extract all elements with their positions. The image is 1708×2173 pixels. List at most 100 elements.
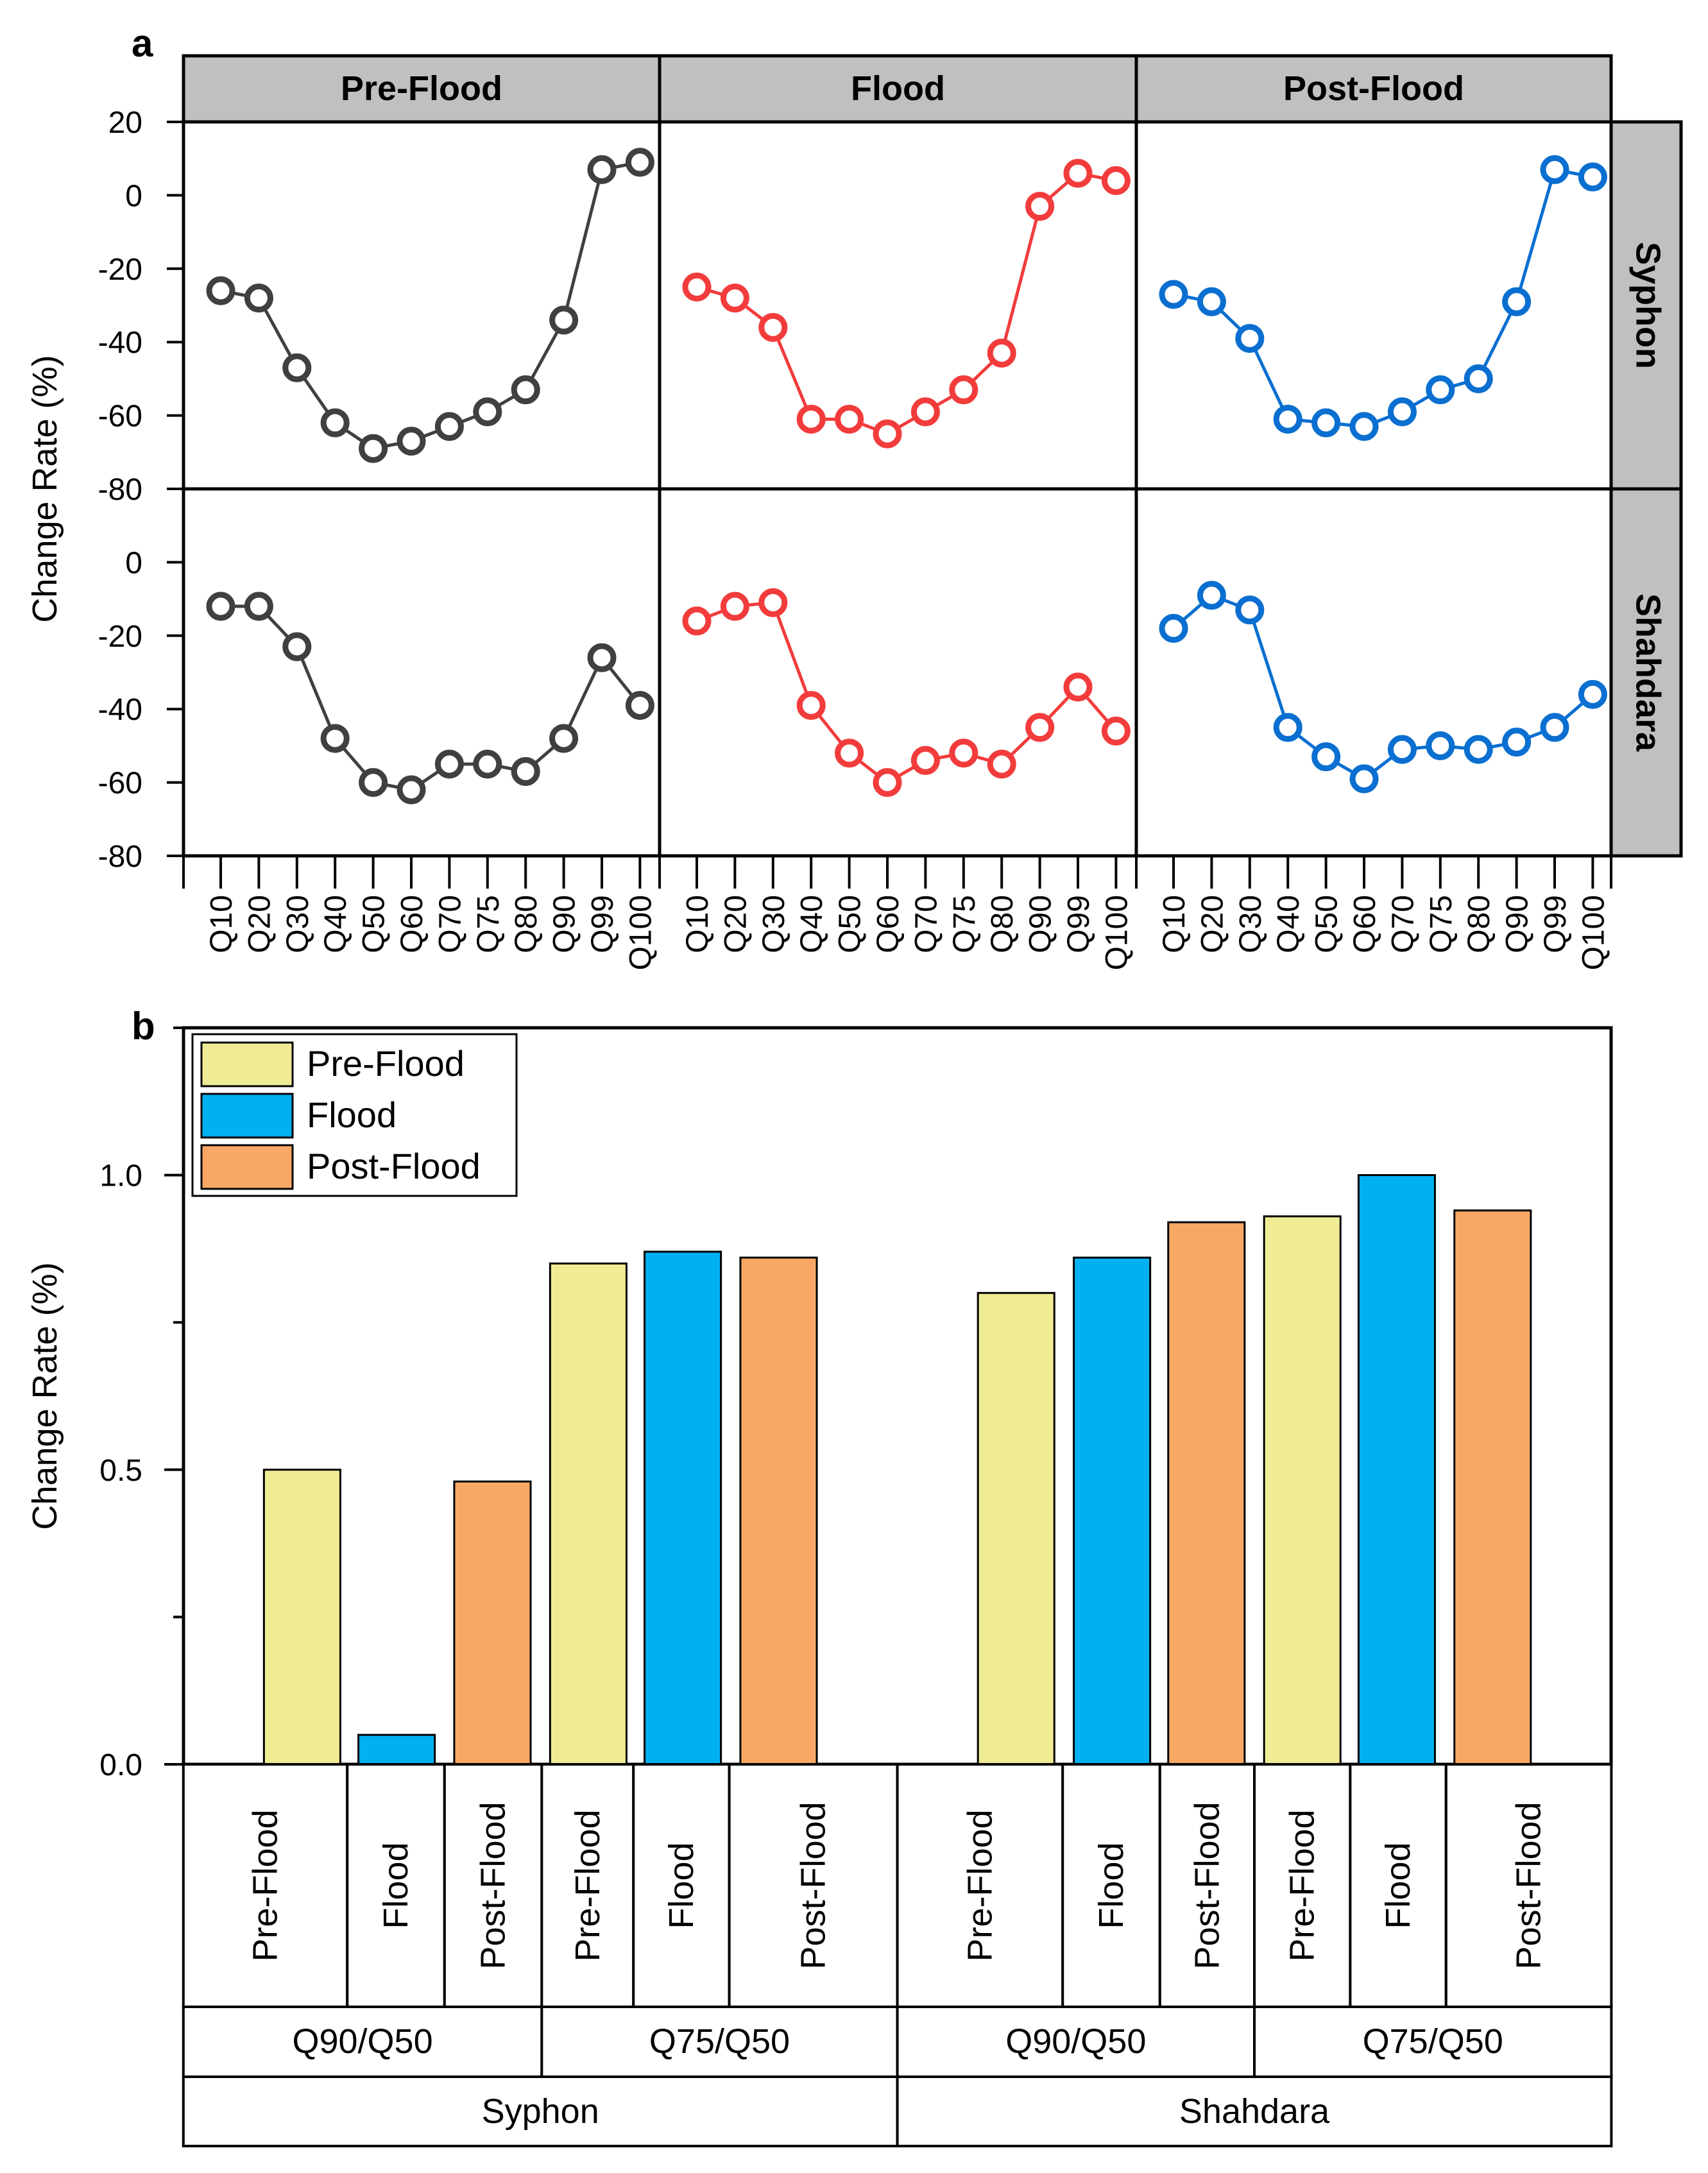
x-tick-label: Q75	[472, 895, 506, 953]
data-point	[244, 284, 273, 313]
ratio-label: Q90/Q50	[292, 2022, 432, 2061]
category-cell	[1061, 1763, 1161, 2008]
data-point	[1311, 408, 1341, 438]
x-tick-label: Q20	[243, 895, 277, 953]
legend-swatch	[200, 1041, 294, 1087]
x-tick-label: Q30	[757, 895, 791, 953]
data-point	[758, 588, 788, 617]
data-point	[949, 375, 978, 405]
data-point	[1349, 412, 1379, 441]
category-label: Pre-Flood	[568, 1809, 607, 1961]
category-label: Flood	[662, 1842, 701, 1929]
column-strip	[658, 54, 1138, 124]
column-strip-label: Flood	[851, 69, 945, 108]
data-point	[987, 749, 1016, 779]
bar-pre-flood	[262, 1469, 341, 1766]
data-point	[434, 749, 464, 779]
category-cell	[346, 1763, 446, 2008]
site-cell	[896, 2075, 1613, 2147]
category-label: Pre-Flood	[246, 1809, 285, 1961]
x-tick-label: Q90	[1024, 895, 1058, 953]
x-tick-label: Q70	[909, 895, 943, 953]
data-point	[1273, 713, 1302, 742]
data-point	[835, 404, 864, 434]
y-tick-label: 0	[125, 179, 142, 213]
data-point	[320, 724, 350, 753]
data-point	[987, 338, 1016, 368]
bar-flood	[644, 1250, 722, 1766]
legend-label: Pre-Flood	[307, 1043, 465, 1084]
y-tick-label: 0.5	[99, 1454, 142, 1488]
data-point	[1578, 679, 1607, 709]
data-point	[473, 397, 502, 427]
x-tick-label: Q10	[1157, 895, 1191, 953]
data-point	[587, 643, 617, 672]
row-strip	[1609, 487, 1683, 858]
category-label: Flood	[1379, 1842, 1417, 1929]
category-cell	[1349, 1763, 1448, 2008]
data-point	[625, 148, 654, 177]
ratio-label: Q75/Q50	[649, 2022, 790, 2061]
x-tick-label: Q40	[319, 895, 353, 953]
category-label: Post-Flood	[1188, 1802, 1226, 1969]
ratio-label: Q75/Q50	[1363, 2022, 1503, 2061]
panel-frame	[658, 487, 1138, 858]
y-tick-label: -60	[98, 767, 142, 801]
data-point	[1426, 375, 1455, 405]
ratio-cell	[1252, 2006, 1613, 2078]
data-point	[359, 434, 388, 463]
category-label: Flood	[377, 1842, 415, 1929]
x-tick-label: Q20	[1195, 895, 1229, 953]
bar-flood	[1357, 1174, 1436, 1766]
panel-frame	[1134, 487, 1613, 858]
data-point	[282, 353, 312, 382]
x-tick-label: Q30	[281, 895, 315, 953]
row-strip-label: Shahdara	[1629, 593, 1668, 752]
x-tick-label: Q80	[509, 895, 543, 953]
y-tick-label: 1.0	[99, 1159, 142, 1193]
panel-label-a: a	[132, 22, 153, 65]
data-point	[1426, 731, 1455, 760]
y-tick-label: -80	[98, 473, 142, 507]
bar-pre-flood	[549, 1262, 628, 1766]
y-tick-label: -40	[98, 326, 142, 360]
panel-frame	[182, 487, 662, 858]
x-tick-label: Q10	[205, 895, 239, 953]
data-point	[511, 375, 540, 405]
y-tick-label: -20	[98, 620, 142, 654]
data-point	[1159, 280, 1188, 309]
series-line-shahdara-pre	[221, 604, 642, 792]
series-line-shahdara-post	[1172, 593, 1594, 781]
data-point	[1578, 162, 1607, 192]
series-line-syphon-pre	[220, 160, 640, 450]
x-tick-label: Q10	[681, 895, 715, 953]
data-point	[1063, 158, 1093, 188]
data-point	[1387, 397, 1417, 427]
data-point	[473, 749, 502, 779]
column-strip-label: Post-Flood	[1283, 69, 1464, 108]
data-point	[873, 768, 902, 797]
data-point	[397, 427, 426, 456]
data-point	[1502, 728, 1532, 757]
category-label: Post-Flood	[1510, 1802, 1548, 1969]
legend-swatch	[200, 1144, 294, 1190]
category-cell	[728, 1763, 899, 2008]
x-tick-label: Q70	[1386, 895, 1420, 953]
x-tick-label: Q20	[719, 895, 753, 953]
x-tick-label: Q100	[624, 895, 658, 970]
data-point	[682, 606, 712, 636]
x-tick-label: Q99	[1062, 895, 1096, 953]
bar-flood	[357, 1734, 436, 1766]
data-point	[1101, 717, 1131, 746]
data-point	[1101, 166, 1131, 196]
column-strip	[182, 54, 662, 124]
data-point	[1025, 192, 1055, 221]
x-tick-label: Q60	[395, 895, 429, 953]
data-point	[1464, 364, 1493, 393]
data-point	[1025, 713, 1055, 742]
x-tick-label: Q90	[548, 895, 582, 953]
y-tick-label: -80	[98, 840, 142, 874]
ratio-cell	[182, 2006, 543, 2078]
site-label: Shahdara	[1179, 2092, 1330, 2131]
data-point	[1502, 287, 1532, 316]
